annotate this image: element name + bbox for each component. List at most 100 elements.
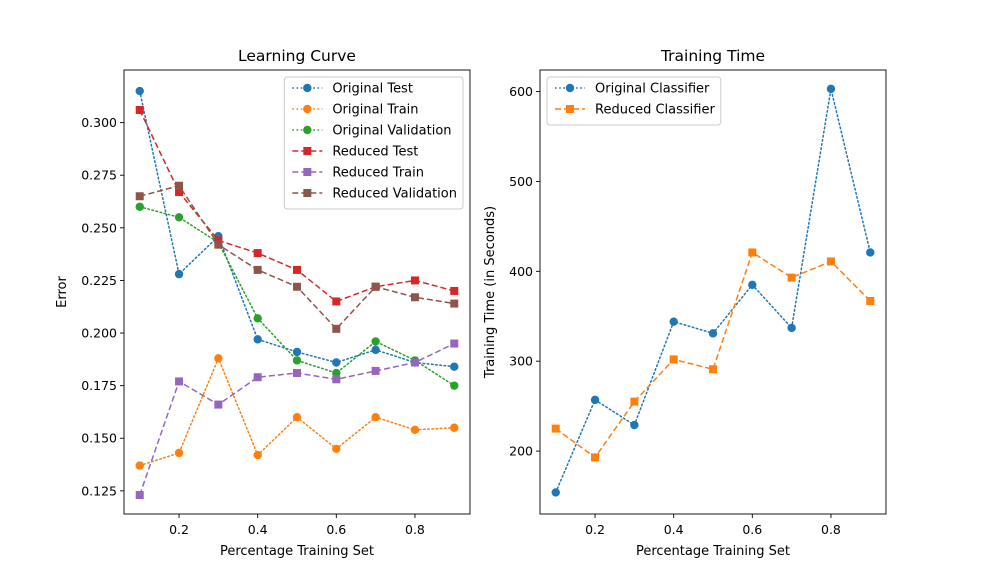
data-point: [332, 358, 341, 367]
y-tick-label: 0.125: [81, 483, 117, 498]
data-point: [293, 282, 301, 291]
data-point: [591, 453, 600, 462]
data-point: [292, 413, 302, 422]
data-point: [175, 188, 184, 197]
data-point: [748, 248, 757, 257]
data-point: [174, 213, 184, 222]
legend-marker: [303, 147, 312, 155]
data-point: [175, 377, 184, 386]
data-point: [332, 375, 341, 384]
data-point: [253, 314, 262, 323]
data-point: [826, 84, 836, 94]
data-point: [450, 423, 459, 432]
legend-label: Original Test: [332, 82, 413, 97]
data-point: [332, 324, 341, 333]
y-tick-label: 0.225: [81, 273, 117, 288]
x-tick-label: 0.8: [405, 522, 425, 537]
y-tick-label: 0.175: [81, 378, 117, 393]
data-point: [669, 317, 678, 326]
data-point: [135, 491, 144, 500]
training-time-chart: Training Time Percentage Training Set Trai…: [483, 47, 887, 559]
data-point: [332, 444, 341, 453]
data-point: [371, 337, 380, 346]
data-point: [590, 395, 600, 405]
data-point: [787, 323, 796, 333]
y-tick-label: 0.150: [81, 431, 117, 446]
chart-title: Training Time: [660, 47, 765, 65]
legend-label: Reduced Validation: [332, 187, 457, 202]
learning-curve-chart: Learning Curve Percentage Training Set Err…: [55, 47, 471, 559]
y-axis-label: Error: [55, 276, 70, 308]
legend-marker: [565, 83, 575, 93]
data-point: [787, 273, 796, 282]
data-point: [708, 329, 718, 338]
data-point: [214, 354, 223, 363]
y-tick-label: 0.300: [81, 115, 117, 130]
data-point: [135, 202, 144, 211]
data-point: [866, 248, 875, 257]
data-point: [371, 366, 380, 375]
legend-label: Reduced Test: [332, 145, 418, 160]
y-axis-label: Training Time (in Seconds): [483, 206, 498, 379]
x-tick-label: 0.6: [742, 522, 762, 537]
data-point: [253, 249, 262, 258]
legend-label: Reduced Train: [332, 166, 424, 181]
data-point: [253, 335, 262, 344]
legend-frame: [283, 76, 464, 210]
legend-frame: [546, 76, 722, 126]
y-tick-label: 0.275: [81, 168, 117, 183]
y-tick-label: 400: [509, 264, 533, 279]
data-point: [135, 461, 144, 470]
data-point: [709, 365, 717, 374]
data-point: [293, 265, 301, 274]
legend-marker: [303, 83, 312, 93]
legend-marker: [303, 104, 312, 114]
x-tick-label: 0.2: [169, 522, 189, 537]
data-point: [253, 265, 262, 274]
data-point: [630, 420, 639, 430]
data-point: [253, 450, 262, 460]
data-point: [332, 297, 341, 306]
y-tick-label: 300: [509, 354, 533, 369]
data-point: [135, 86, 144, 96]
data-point: [292, 356, 302, 365]
data-point: [371, 413, 380, 422]
legend-label: Original Classifier: [595, 82, 710, 97]
data-point: [450, 299, 459, 308]
plot-frame: [123, 69, 471, 515]
data-point: [175, 181, 184, 190]
data-point: [410, 425, 420, 435]
plot-frame: [539, 69, 887, 515]
data-point: [371, 345, 380, 355]
x-tick-label: 0.2: [585, 522, 605, 537]
chart-title: Learning Curve: [238, 47, 356, 65]
x-axis-label: Percentage Training Set: [220, 544, 374, 559]
data-point: [450, 286, 459, 295]
legend-marker: [303, 189, 312, 197]
legend-marker: [566, 105, 574, 113]
data-point: [450, 339, 459, 348]
data-point: [826, 257, 835, 266]
y-tick-label: 200: [509, 444, 533, 459]
data-point: [371, 282, 380, 291]
data-point: [551, 488, 560, 497]
legend-marker: [303, 168, 312, 176]
y-tick-label: 0.200: [81, 326, 117, 341]
x-tick-label: 0.8: [821, 522, 841, 537]
data-point: [630, 397, 639, 406]
data-point: [253, 373, 262, 382]
legend-label: Reduced Classifier: [595, 103, 715, 118]
legend-label: Original Validation: [332, 124, 451, 139]
legend: Original Classifier Reduced Classifier: [546, 76, 722, 126]
data-point: [450, 362, 459, 371]
data-point: [669, 355, 678, 364]
x-axis-label: Percentage Training Set: [636, 544, 790, 559]
data-point: [135, 192, 144, 201]
data-point: [551, 424, 560, 433]
data-point: [410, 358, 419, 367]
data-point: [214, 240, 223, 249]
data-point: [292, 347, 302, 357]
data-point: [214, 400, 223, 409]
